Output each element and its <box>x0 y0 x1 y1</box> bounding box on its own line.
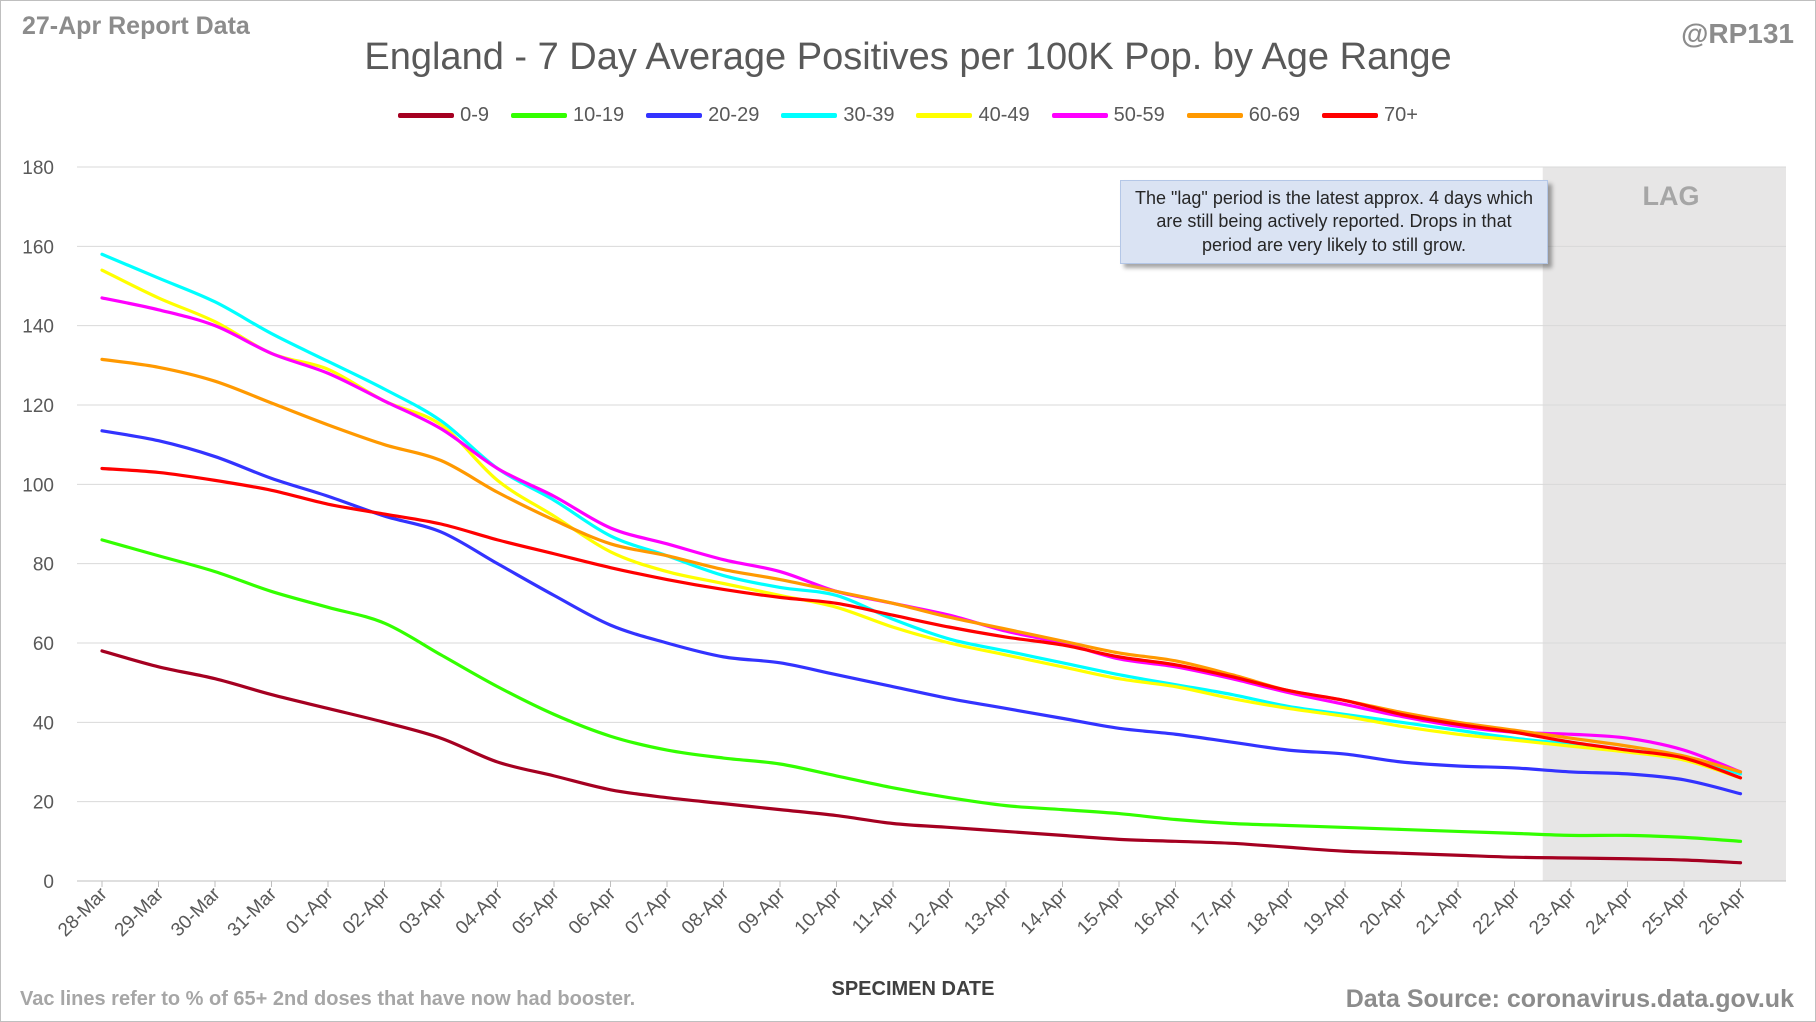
series-line-10-19 <box>100 538 1743 843</box>
y-tick-label: 60 <box>33 634 54 655</box>
legend-item: 10-19 <box>511 104 624 127</box>
x-tick-label: 05-Apr <box>508 883 564 939</box>
legend-swatch <box>1321 113 1378 118</box>
legend-label: 10-19 <box>573 104 625 126</box>
y-tick-label: 20 <box>33 793 54 814</box>
x-tick-label: 26-Apr <box>1695 883 1751 939</box>
x-tick-label: 09-Apr <box>734 883 790 939</box>
legend-label: 60-69 <box>1248 104 1300 126</box>
x-tick-label: 01-Apr <box>282 883 338 939</box>
legend-label: 50-59 <box>1113 104 1165 126</box>
series-line-40-49 <box>100 268 1743 780</box>
legend-item: 0-9 <box>398 104 489 127</box>
legend-label: 30-39 <box>843 104 895 126</box>
x-tick-label: 12-Apr <box>904 883 960 939</box>
legend-item: 60-69 <box>1186 104 1300 127</box>
legend-swatch <box>1051 113 1108 118</box>
legend-label: 40-49 <box>978 104 1030 126</box>
legend-item: 20-29 <box>646 104 759 127</box>
legend-item: 70+ <box>1321 104 1418 127</box>
x-tick-label: 28-Mar <box>54 883 112 941</box>
x-tick-label: 20-Apr <box>1356 883 1412 939</box>
y-tick-label: 160 <box>22 237 54 258</box>
series-line-50-59 <box>100 296 1743 774</box>
legend-label: 70+ <box>1383 104 1418 126</box>
x-tick-label: 07-Apr <box>621 883 677 939</box>
y-tick-label: 140 <box>22 317 54 338</box>
series-line-0-9 <box>100 649 1743 865</box>
x-tick-label: 16-Apr <box>1130 883 1186 939</box>
x-tick-label: 13-Apr <box>960 883 1016 939</box>
x-tick-label: 08-Apr <box>678 883 734 939</box>
x-tick-label: 02-Apr <box>339 883 395 939</box>
x-tick-label: 15-Apr <box>1073 883 1129 939</box>
y-tick-label: 180 <box>22 158 54 179</box>
lag-label: LAG <box>1642 181 1700 211</box>
x-tick-label: 21-Apr <box>1412 883 1468 939</box>
x-axis-title: SPECIMEN DATE <box>831 978 995 1000</box>
series-line-30-39 <box>100 252 1743 776</box>
lag-annotation: The "lag" period is the latest approx. 4… <box>1120 180 1548 265</box>
series-line-70+ <box>100 466 1743 780</box>
x-tick-label: 24-Apr <box>1582 883 1638 939</box>
legend: 0-9 10-19 20-29 30-39 40-49 50-59 60-69 70+ <box>0 104 1816 127</box>
legend-swatch <box>916 113 973 118</box>
legend-item: 40-49 <box>916 104 1030 127</box>
author-handle: @RP131 <box>1681 18 1794 49</box>
chart-title: England - 7 Day Average Positives per 10… <box>364 36 1452 78</box>
x-tick-label: 19-Apr <box>1299 883 1355 939</box>
legend-label: 20-29 <box>708 104 760 126</box>
legend-swatch <box>398 113 455 118</box>
series-line-60-69 <box>100 357 1743 774</box>
x-tick-label: 30-Mar <box>167 883 225 941</box>
x-tick-label: 29-Mar <box>111 883 169 941</box>
x-tick-label: 11-Apr <box>848 883 903 938</box>
x-tick-label: 31-Mar <box>224 883 282 941</box>
footnote: Vac lines refer to % of 65+ 2nd doses th… <box>20 988 636 1010</box>
x-tick-label: 17-Apr <box>1186 883 1242 939</box>
y-tick-label: 0 <box>43 872 54 893</box>
legend-swatch <box>781 113 838 118</box>
x-tick-label: 06-Apr <box>565 883 621 939</box>
x-tick-label: 22-Apr <box>1469 883 1525 939</box>
lag-region <box>1542 167 1786 881</box>
y-tick-label: 80 <box>33 555 54 576</box>
x-tick-label: 23-Apr <box>1525 883 1581 939</box>
y-tick-label: 100 <box>22 475 54 496</box>
legend-item: 30-39 <box>781 104 894 127</box>
x-tick-label: 10-Apr <box>791 883 847 939</box>
y-tick-label: 120 <box>22 396 54 417</box>
x-tick-label: 03-Apr <box>395 883 451 939</box>
legend-label: 0-9 <box>460 104 490 126</box>
y-tick-label: 40 <box>33 713 54 734</box>
x-tick-label: 14-Apr <box>1017 883 1073 939</box>
legend-swatch <box>1186 113 1243 118</box>
x-tick-label: 25-Apr <box>1638 883 1694 939</box>
x-tick-label: 04-Apr <box>452 883 508 939</box>
x-tick-label: 18-Apr <box>1243 883 1299 939</box>
data-source: Data Source: coronavirus.data.gov.uk <box>1345 985 1794 1013</box>
legend-swatch <box>511 113 568 118</box>
legend-swatch <box>646 113 703 118</box>
legend-item: 50-59 <box>1051 104 1165 127</box>
report-date-label: 27-Apr Report Data <box>22 12 250 40</box>
